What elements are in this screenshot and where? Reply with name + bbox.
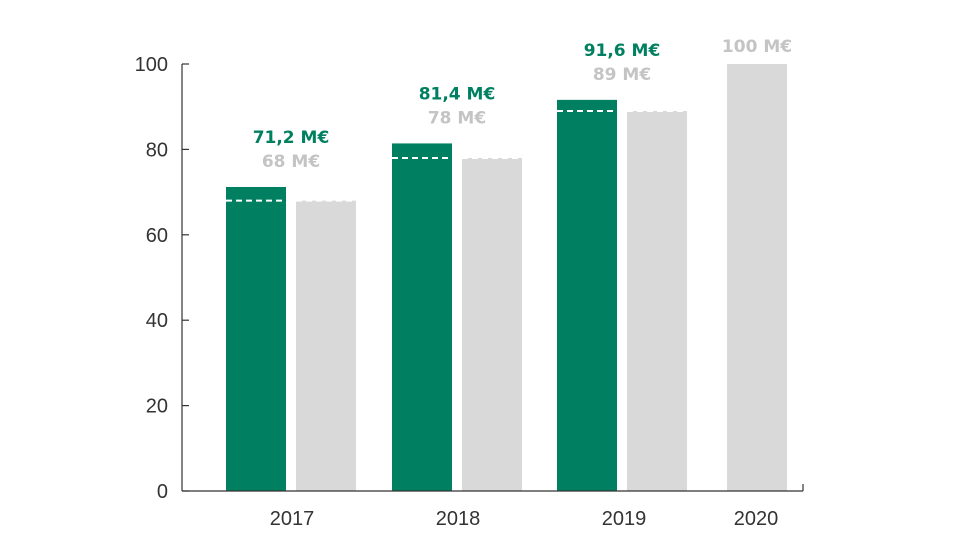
y-tick-label: 80 — [146, 139, 168, 161]
value-label-actual: 81,4 M€ — [419, 84, 496, 104]
y-tick-label: 20 — [146, 396, 168, 418]
bar-target-2019 — [627, 110, 687, 491]
bar-target-2020 — [727, 64, 787, 491]
y-ticks-layer: 0 20 40 60 80 100 — [135, 54, 189, 503]
value-labels-layer: 71,2 M€ 68 M€ 81,4 M€ 78 M€ 91,6 M€ 89 M€ 100 … — [253, 37, 792, 172]
value-label-actual: 71,2 M€ — [253, 128, 330, 148]
y-tick-label: 40 — [146, 310, 168, 332]
bar-actual-2018 — [392, 143, 452, 491]
bar-actual-2017 — [226, 186, 286, 491]
value-label-target: 68 M€ — [262, 152, 320, 172]
x-tick-label: 2020 — [734, 508, 779, 530]
bars-layer — [226, 64, 787, 492]
bar-target-2018 — [462, 157, 522, 491]
value-label-target: 100 M€ — [722, 37, 792, 57]
x-tick-label: 2018 — [436, 508, 481, 530]
x-tick-label: 2017 — [270, 508, 315, 530]
axes-layer — [181, 64, 804, 492]
reference-lines-layer — [226, 109, 687, 202]
x-categories-layer: 2017 2018 2019 2020 — [270, 508, 779, 530]
value-label-target: 78 M€ — [428, 108, 486, 128]
y-tick-label: 60 — [146, 225, 168, 247]
bar-target-2017 — [296, 200, 356, 491]
value-label-target: 89 M€ — [593, 65, 651, 85]
x-tick-label: 2019 — [602, 508, 647, 530]
bar-actual-2019 — [557, 99, 617, 492]
y-tick-label: 0 — [157, 481, 168, 503]
value-label-actual: 91,6 M€ — [584, 41, 661, 61]
y-tick-label: 100 — [135, 54, 168, 76]
